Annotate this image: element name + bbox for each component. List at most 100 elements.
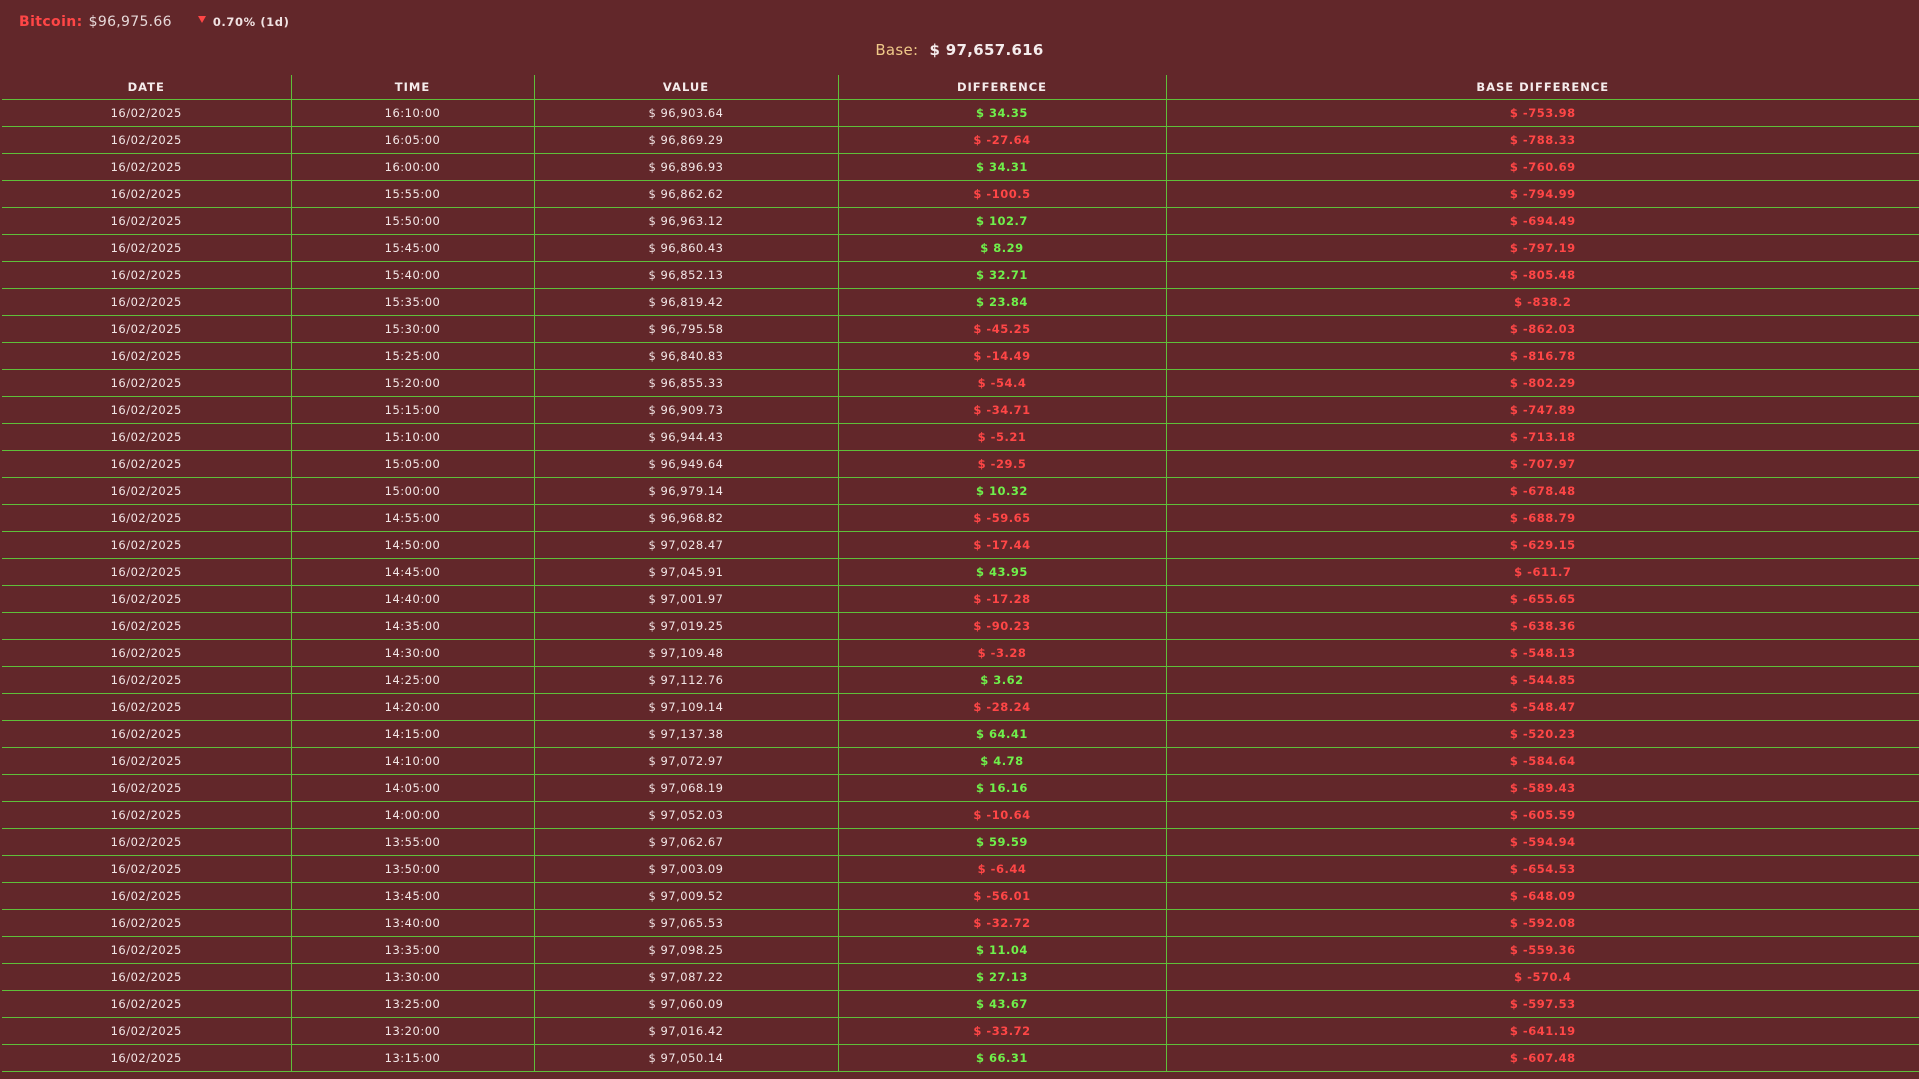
table-row: 16/02/2025 13:45:00 $ 97,009.52 $ -56.01 $ -… [2,882,1919,910]
date-cell: 16/02/2025 [2,504,291,532]
value-cell: $ 97,062.67 [533,828,838,856]
base-difference-cell: $ -678.48 [1165,477,1919,505]
time-cell: 15:00:00 [290,477,534,505]
value-cell: $ 97,009.52 [533,882,838,910]
table-row: 16/02/2025 13:30:00 $ 97,087.22 $ 27.13 $ -5… [2,963,1919,991]
base-difference-cell: $ -816.78 [1165,342,1919,370]
base-value: $ 97,657.616 [929,41,1044,59]
base-difference-cell: $ -544.85 [1165,666,1919,694]
value-cell: $ 96,963.12 [533,207,838,235]
time-cell: 13:15:00 [290,1044,534,1072]
table-row: 16/02/2025 13:20:00 $ 97,016.42 $ -33.72 $ -… [2,1017,1919,1045]
difference-cell: $ 102.7 [837,207,1166,235]
date-cell: 16/02/2025 [2,882,291,910]
time-cell: 16:00:00 [290,153,534,181]
difference-cell: $ -10.64 [837,801,1166,829]
date-cell: 16/02/2025 [2,450,291,478]
difference-cell: $ 8.29 [837,234,1166,262]
base-difference-cell: $ -559.36 [1165,936,1919,964]
value-cell: $ 97,109.48 [533,639,838,667]
table-row: 16/02/2025 14:55:00 $ 96,968.82 $ -59.65 $ -… [2,504,1919,532]
value-cell: $ 96,852.13 [533,261,838,289]
base-difference-cell: $ -805.48 [1165,261,1919,289]
date-cell: 16/02/2025 [2,747,291,775]
date-cell: 16/02/2025 [2,963,291,991]
difference-cell: $ -5.21 [837,423,1166,451]
time-cell: 14:45:00 [290,558,534,586]
time-cell: 14:55:00 [290,504,534,532]
base-difference-cell: $ -638.36 [1165,612,1919,640]
value-cell: $ 96,819.42 [533,288,838,316]
table-row: 16/02/2025 13:25:00 $ 97,060.09 $ 43.67 $ -5… [2,990,1919,1018]
value-cell: $ 96,840.83 [533,342,838,370]
date-cell: 16/02/2025 [2,234,291,262]
difference-cell: $ 3.62 [837,666,1166,694]
table-row: 16/02/2025 15:35:00 $ 96,819.42 $ 23.84 $ -8… [2,288,1919,316]
date-cell: 16/02/2025 [2,180,291,208]
value-cell: $ 96,903.64 [533,99,838,127]
base-difference-cell: $ -570.4 [1165,963,1919,991]
difference-cell: $ -54.4 [837,369,1166,397]
time-cell: 14:30:00 [290,639,534,667]
base-difference-cell: $ -641.19 [1165,1017,1919,1045]
time-cell: 13:55:00 [290,828,534,856]
table-row: 16/02/2025 16:10:00 $ 96,903.64 $ 34.35 $ -7… [2,99,1919,127]
value-cell: $ 97,003.09 [533,855,838,883]
value-cell: $ 96,944.43 [533,423,838,451]
base-difference-cell: $ -788.33 [1165,126,1919,154]
time-cell: 14:35:00 [290,612,534,640]
base-difference-cell: $ -654.53 [1165,855,1919,883]
value-cell: $ 96,909.73 [533,396,838,424]
difference-cell: $ 4.78 [837,747,1166,775]
date-cell: 16/02/2025 [2,531,291,559]
time-cell: 13:45:00 [290,882,534,910]
date-cell: 16/02/2025 [2,369,291,397]
base-difference-cell: $ -592.08 [1165,909,1919,937]
ticker-change: 0.70% (1d) [197,15,290,29]
date-cell: 16/02/2025 [2,774,291,802]
column-header-base-difference: BASE DIFFERENCE [1165,75,1919,100]
value-cell: $ 96,896.93 [533,153,838,181]
table-row: 16/02/2025 15:00:00 $ 96,979.14 $ 10.32 $ -6… [2,477,1919,505]
table-row: 16/02/2025 16:00:00 $ 96,896.93 $ 34.31 $ -7… [2,153,1919,181]
table-row: 16/02/2025 15:05:00 $ 96,949.64 $ -29.5 $ -7… [2,450,1919,478]
time-cell: 15:40:00 [290,261,534,289]
value-cell: $ 96,862.62 [533,180,838,208]
date-cell: 16/02/2025 [2,639,291,667]
difference-cell: $ -6.44 [837,855,1166,883]
base-difference-cell: $ -707.97 [1165,450,1919,478]
value-cell: $ 96,968.82 [533,504,838,532]
value-cell: $ 97,001.97 [533,585,838,613]
difference-cell: $ -3.28 [837,639,1166,667]
time-cell: 14:00:00 [290,801,534,829]
time-cell: 15:05:00 [290,450,534,478]
date-cell: 16/02/2025 [2,1017,291,1045]
difference-cell: $ -34.71 [837,396,1166,424]
date-cell: 16/02/2025 [2,423,291,451]
base-difference-cell: $ -794.99 [1165,180,1919,208]
table-row: 16/02/2025 15:25:00 $ 96,840.83 $ -14.49 $ -… [2,342,1919,370]
date-cell: 16/02/2025 [2,477,291,505]
base-difference-cell: $ -713.18 [1165,423,1919,451]
time-cell: 14:25:00 [290,666,534,694]
base-difference-cell: $ -597.53 [1165,990,1919,1018]
base-difference-cell: $ -688.79 [1165,504,1919,532]
ticker-price: $96,975.66 [88,14,172,30]
date-cell: 16/02/2025 [2,153,291,181]
date-cell: 16/02/2025 [2,936,291,964]
value-cell: $ 97,112.76 [533,666,838,694]
base-difference-cell: $ -747.89 [1165,396,1919,424]
date-cell: 16/02/2025 [2,801,291,829]
value-cell: $ 97,068.19 [533,774,838,802]
base-difference-cell: $ -655.65 [1165,585,1919,613]
base-difference-cell: $ -548.47 [1165,693,1919,721]
date-cell: 16/02/2025 [2,396,291,424]
value-cell: $ 97,087.22 [533,963,838,991]
value-cell: $ 97,050.14 [533,1044,838,1072]
time-cell: 14:10:00 [290,747,534,775]
column-header-time: TIME [290,75,534,100]
base-label: Base: [875,41,919,59]
difference-cell: $ 66.31 [837,1044,1166,1072]
table-row: 16/02/2025 14:10:00 $ 97,072.97 $ 4.78 $ -58… [2,747,1919,775]
difference-cell: $ -45.25 [837,315,1166,343]
